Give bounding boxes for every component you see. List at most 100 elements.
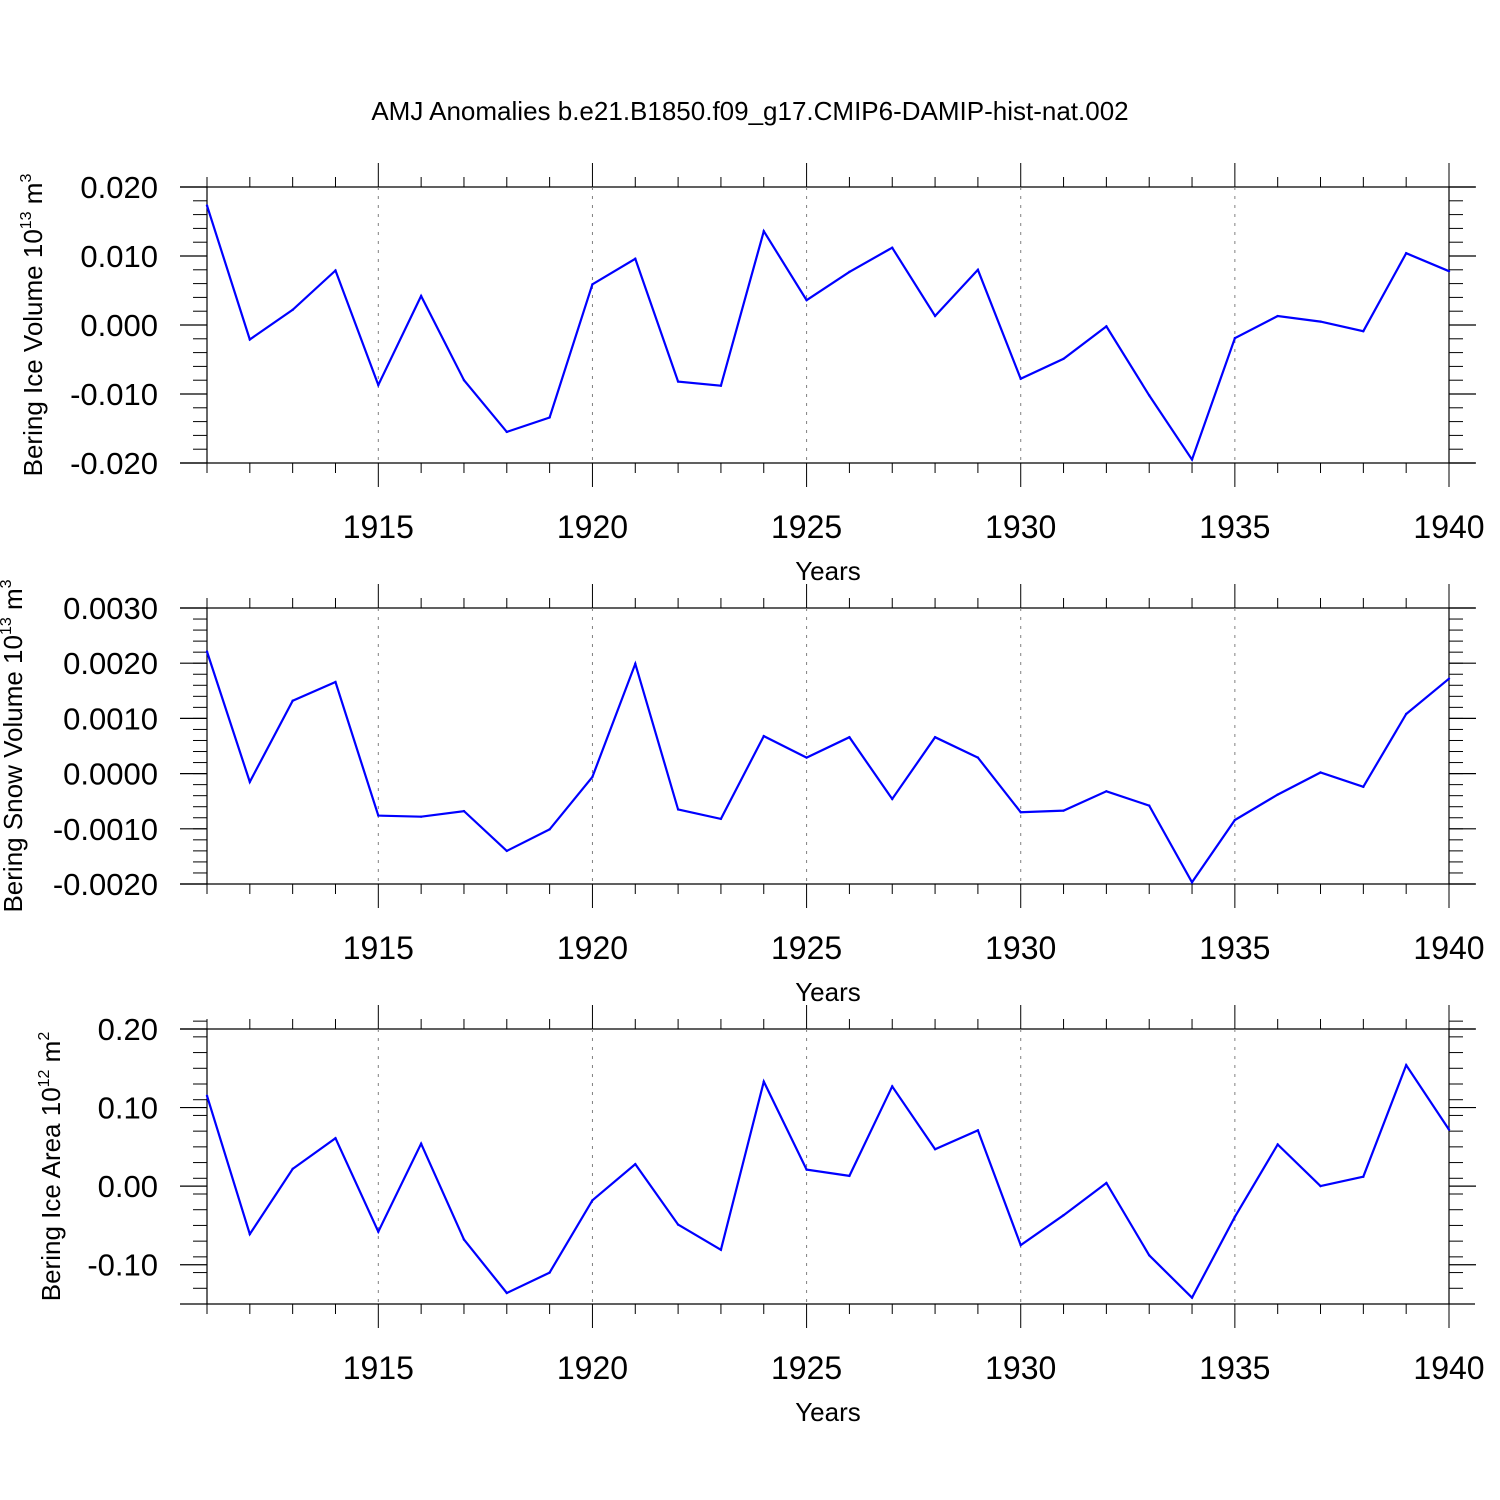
- y-tick-label: 0.000: [80, 308, 158, 343]
- x-tick-label: 1915: [343, 509, 414, 545]
- data-point: [719, 384, 723, 387]
- data-point: [462, 1238, 466, 1241]
- x-tick-label: 1940: [1413, 509, 1484, 545]
- data-point: [805, 298, 808, 302]
- data-point: [1233, 1215, 1237, 1218]
- x-tick-label: 1930: [985, 509, 1056, 545]
- data-point: [719, 817, 723, 821]
- y-tick-label: 0.0010: [63, 701, 158, 736]
- x-tick-label: 1930: [985, 1350, 1056, 1386]
- y-tick-label: 0.0000: [63, 757, 158, 792]
- series-line: [205, 205, 1450, 463]
- data-point: [1148, 394, 1151, 397]
- data-point: [1447, 677, 1451, 680]
- data-point: [1276, 793, 1279, 796]
- panel-1: 1915 1920 1925 1930 1935 1940 Years -0.020 -0.01…: [18, 163, 1485, 586]
- data-point: [891, 1085, 894, 1088]
- data-point: [1319, 771, 1322, 774]
- data-point: [676, 380, 680, 383]
- data-point: [205, 1094, 209, 1097]
- data-point: [591, 775, 594, 779]
- data-point: [1233, 818, 1237, 822]
- data-point: [1404, 252, 1408, 255]
- data-point: [205, 204, 209, 207]
- data-point: [1276, 314, 1279, 318]
- x-tick-label: 1940: [1413, 1350, 1484, 1386]
- data-point: [1019, 377, 1022, 381]
- y-tick-label: 0.00: [98, 1169, 158, 1204]
- data-point: [762, 1080, 765, 1083]
- data-point: [1190, 881, 1194, 884]
- data-point: [1276, 1143, 1279, 1146]
- y-tick-label: 0.020: [80, 170, 158, 205]
- data-point: [848, 1174, 851, 1178]
- data-point: [548, 828, 551, 831]
- x-tick-label: 1935: [1199, 930, 1270, 966]
- y-tick-label: 0.0030: [63, 591, 158, 626]
- y-axis-label: Bering Ice Area 1012 m2: [36, 1032, 66, 1302]
- data-point: [334, 1137, 337, 1140]
- x-axis-label: Years: [795, 1397, 861, 1427]
- data-point: [1362, 330, 1365, 333]
- data-point: [891, 246, 894, 249]
- data-point: [248, 338, 252, 341]
- y-tick-label: -0.10: [87, 1248, 158, 1283]
- data-point: [462, 809, 466, 813]
- x-tick-label: 1915: [343, 930, 414, 966]
- data-point: [377, 383, 380, 387]
- panel-2: 1915 1920 1925 1930 1935 1940 Years -0.0020 -0.0…: [0, 579, 1485, 1007]
- y-tick-label: 0.20: [98, 1012, 158, 1047]
- data-point: [248, 780, 252, 784]
- data-point: [976, 1129, 980, 1132]
- data-point: [419, 815, 423, 818]
- data-point: [1447, 269, 1451, 273]
- data-point: [419, 294, 423, 298]
- data-point: [933, 314, 937, 318]
- x-tick-label: 1935: [1199, 1350, 1270, 1386]
- x-axis-label: Years: [795, 977, 861, 1007]
- x-tick-label: 1925: [771, 509, 842, 545]
- series-line: [205, 1062, 1450, 1300]
- data-point: [205, 650, 209, 653]
- x-tick-label: 1920: [557, 930, 628, 966]
- data-point: [591, 283, 594, 286]
- data-point: [848, 735, 851, 739]
- data-point: [591, 1199, 594, 1202]
- data-point: [1062, 1214, 1065, 1217]
- data-point: [377, 814, 380, 817]
- data-point: [1190, 458, 1194, 461]
- data-point: [291, 1167, 294, 1171]
- data-point: [1062, 809, 1065, 812]
- data-point: [933, 1148, 937, 1151]
- data-point: [334, 680, 337, 684]
- x-tick-label: 1920: [557, 1350, 628, 1386]
- y-tick-label: 0.0020: [63, 646, 158, 681]
- data-point: [248, 1232, 252, 1236]
- data-point: [462, 379, 466, 382]
- data-point: [1148, 1254, 1151, 1257]
- x-tick-label: 1925: [771, 1350, 842, 1386]
- data-point: [1105, 790, 1108, 793]
- data-point: [762, 229, 765, 233]
- y-tick-label: -0.020: [70, 446, 158, 481]
- data-point: [291, 308, 294, 312]
- data-point: [505, 849, 508, 853]
- y-tick-label: 0.10: [98, 1091, 158, 1126]
- data-point: [548, 1271, 551, 1274]
- x-tick-label: 1940: [1413, 930, 1484, 966]
- data-point: [1062, 357, 1065, 361]
- data-point: [891, 797, 894, 801]
- data-point: [634, 662, 637, 665]
- data-point: [1148, 804, 1151, 807]
- series-line: [205, 651, 1450, 885]
- panel-3: 1915 1920 1925 1930 1935 1940 Years -0.10 0.00 0.…: [36, 1005, 1485, 1427]
- x-tick-label: 1915: [343, 1350, 414, 1386]
- data-point: [933, 735, 937, 739]
- data-point: [291, 699, 294, 702]
- y-tick-label: 0.010: [80, 239, 158, 274]
- data-point: [976, 756, 980, 759]
- data-point: [548, 416, 551, 419]
- data-point: [419, 1142, 423, 1145]
- chart-title: AMJ Anomalies b.e21.B1850.f09_g17.CMIP6-…: [371, 96, 1129, 126]
